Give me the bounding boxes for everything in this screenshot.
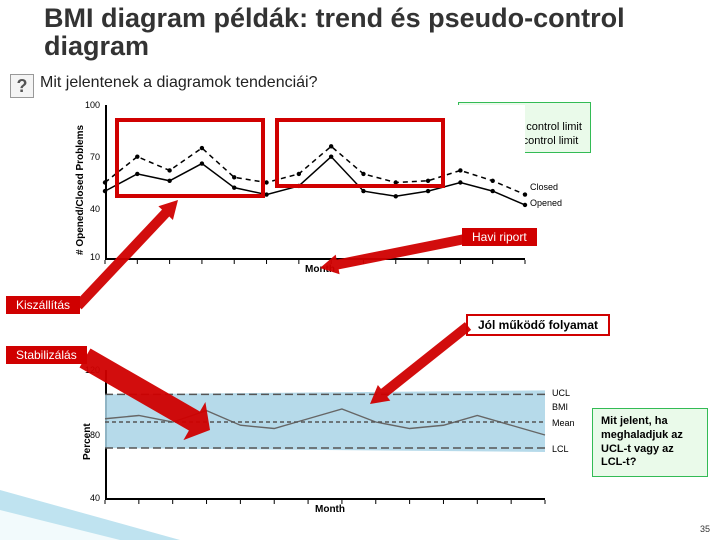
page-number: 35	[700, 524, 710, 534]
footer-wedge	[0, 470, 200, 540]
arrows-layer	[0, 0, 720, 540]
